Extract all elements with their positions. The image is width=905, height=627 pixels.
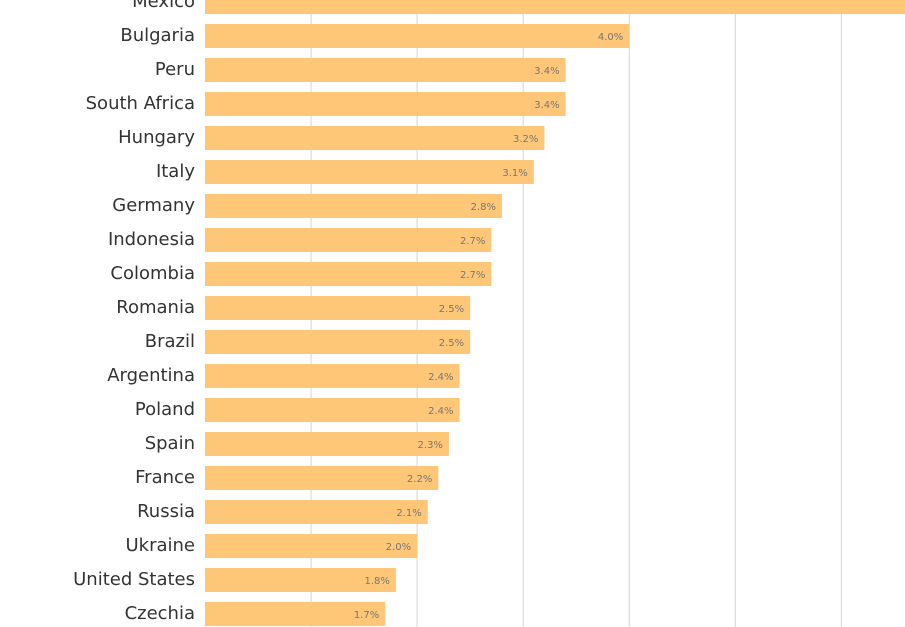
- value-label: 3.4%: [534, 66, 559, 77]
- bar: [205, 0, 905, 14]
- bar: [205, 262, 492, 286]
- category-label: South Africa: [86, 93, 195, 114]
- category-label: Peru: [155, 59, 195, 80]
- value-label: 3.2%: [513, 134, 538, 145]
- category-label: Colombia: [110, 263, 195, 284]
- category-label: Czechia: [125, 603, 195, 624]
- bar: [205, 228, 492, 252]
- category-label: Germany: [112, 195, 195, 216]
- value-label: 2.1%: [396, 508, 421, 519]
- bars: [205, 0, 905, 626]
- category-label: United States: [73, 569, 195, 590]
- value-label: 2.7%: [460, 236, 485, 247]
- bar: [205, 364, 460, 388]
- category-label: Ukraine: [125, 535, 195, 556]
- bar: [205, 534, 418, 558]
- bar: [205, 296, 471, 320]
- category-label: Hungary: [118, 127, 195, 148]
- value-label: 2.0%: [386, 542, 411, 553]
- value-label: 3.4%: [534, 100, 559, 111]
- value-label: 2.2%: [407, 474, 432, 485]
- category-label: Italy: [156, 161, 195, 182]
- category-label: Mexico: [132, 0, 195, 12]
- bar: [205, 194, 502, 218]
- bar: [205, 24, 630, 48]
- value-label: 2.4%: [428, 406, 453, 417]
- bar: [205, 568, 396, 592]
- category-label: Brazil: [145, 331, 195, 352]
- category-label: Bulgaria: [120, 25, 195, 46]
- bar: [205, 500, 428, 524]
- value-label: 2.8%: [471, 202, 496, 213]
- bar: [205, 466, 439, 490]
- bar: [205, 126, 545, 150]
- bar: [205, 432, 449, 456]
- category-label: France: [135, 467, 195, 488]
- category-label: Spain: [145, 433, 195, 454]
- value-label: 2.7%: [460, 270, 485, 281]
- category-label: Romania: [116, 297, 195, 318]
- bar: [205, 58, 566, 82]
- value-label: 4.0%: [598, 32, 623, 43]
- bar: [205, 92, 566, 116]
- value-label: 2.5%: [439, 304, 464, 315]
- value-label: 2.4%: [428, 372, 453, 383]
- bar: [205, 160, 534, 184]
- category-label: Russia: [137, 501, 195, 522]
- value-label: 2.3%: [418, 440, 443, 451]
- bar: [205, 398, 460, 422]
- bar: [205, 602, 386, 626]
- category-label: Argentina: [107, 365, 195, 386]
- value-label: 2.5%: [439, 338, 464, 349]
- category-label: Indonesia: [108, 229, 195, 250]
- bar: [205, 330, 471, 354]
- value-label: 3.1%: [502, 168, 527, 179]
- value-label: 1.7%: [354, 610, 379, 621]
- category-label: Poland: [135, 399, 195, 420]
- value-label: 1.8%: [365, 576, 390, 587]
